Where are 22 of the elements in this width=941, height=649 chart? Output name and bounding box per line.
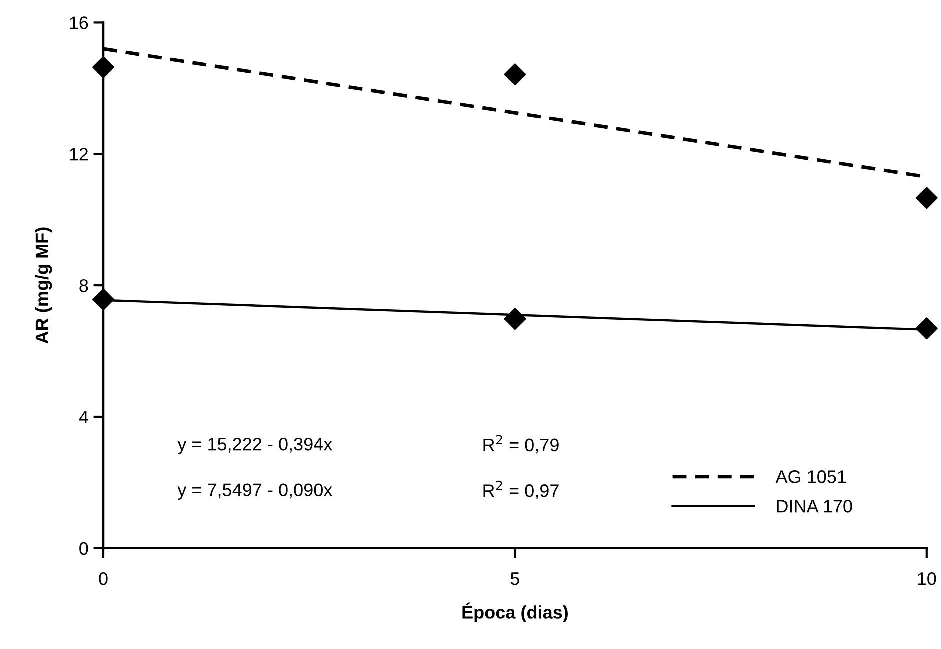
annotation: R$^{2}$ = 0,79 <box>484 435 559 454</box>
y-tick-label: 0 <box>80 542 88 556</box>
point <box>92 288 115 311</box>
point <box>916 187 938 210</box>
y-tick-label: 16 <box>70 16 88 30</box>
annotation: y = 7,5497 - 0,090x <box>178 484 333 500</box>
x-tick-label: 10 <box>918 572 936 586</box>
y-tick-label: 8 <box>80 279 88 292</box>
annotation: y = 15,222 - 0,394x <box>178 438 333 454</box>
y-tick-label: 4 <box>79 411 88 424</box>
point <box>504 64 526 86</box>
y-tick-label: 12 <box>70 148 88 161</box>
annotation: R$^{2}$ = 0,97 <box>484 480 559 500</box>
x-axis-title: Época (dias) <box>462 602 568 622</box>
point <box>916 318 938 340</box>
point <box>92 56 115 78</box>
x-tick-label: 0 <box>99 572 108 586</box>
legend-label: AG 1051 <box>776 470 846 484</box>
x-tick-label: 5 <box>510 572 520 586</box>
legend-label: DINA 170 <box>777 500 852 513</box>
y-axis-title: AR (mg/g MF) <box>35 228 52 344</box>
point <box>504 308 526 330</box>
